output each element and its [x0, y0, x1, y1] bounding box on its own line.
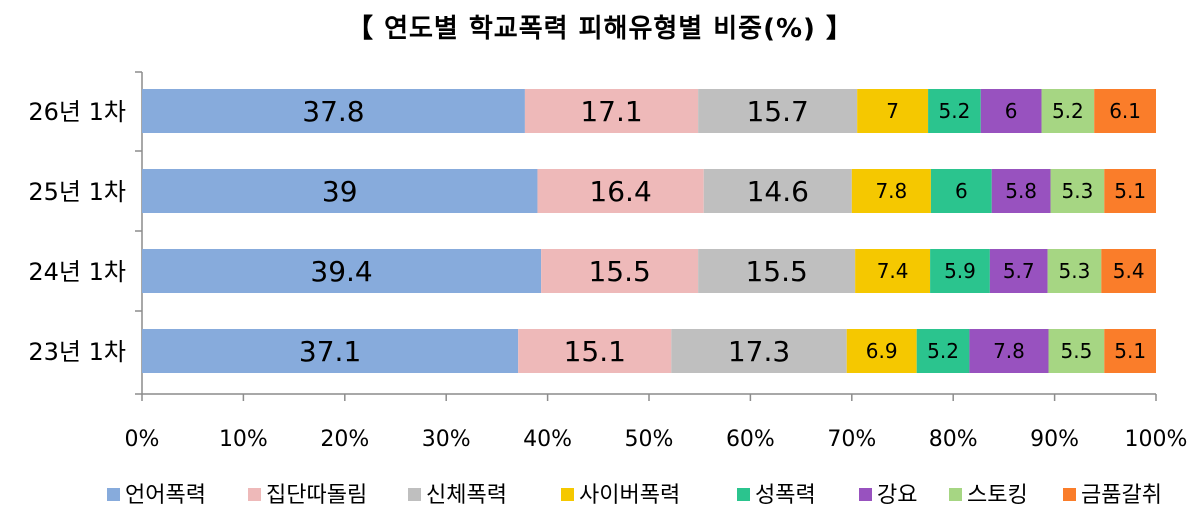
data-label: 5.2 — [939, 99, 971, 123]
x-tick-label: 100% — [1125, 427, 1188, 452]
legend-label: 언어폭력 — [125, 483, 206, 508]
data-label: 37.8 — [302, 95, 364, 128]
legend-label: 성폭력 — [755, 483, 816, 508]
data-label: 37.1 — [299, 335, 361, 368]
bar-segment — [1048, 329, 1105, 373]
x-tick-label: 20% — [320, 427, 369, 452]
legend-swatch — [949, 488, 962, 501]
bar-segment — [698, 89, 858, 133]
data-label: 6.9 — [866, 339, 898, 363]
x-tick-label: 80% — [929, 427, 978, 452]
bar-segment — [1104, 169, 1156, 213]
data-label: 7 — [886, 99, 899, 123]
data-label: 15.5 — [745, 255, 807, 288]
legend-swatch — [737, 488, 750, 501]
legend-swatch — [107, 488, 120, 501]
bar-segment — [916, 329, 970, 373]
data-label: 5.9 — [944, 259, 976, 283]
bar-segment — [1041, 89, 1095, 133]
legend-swatch — [561, 488, 574, 501]
x-tick-label: 10% — [219, 427, 268, 452]
chart-title: 【 연도별 학교폭력 피해유형별 비중(%) 】 — [347, 14, 853, 44]
bar-segment — [1050, 169, 1105, 213]
bar-segment — [969, 329, 1049, 373]
bar-segment — [928, 89, 981, 133]
bar-segment — [537, 169, 704, 213]
bar-segment — [518, 329, 672, 373]
data-label: 6.1 — [1109, 99, 1141, 123]
data-label: 39 — [322, 175, 358, 208]
legend-label: 금품갈취 — [1081, 483, 1162, 508]
bar-segment — [703, 169, 852, 213]
data-label: 5.8 — [1005, 179, 1037, 203]
data-label: 7.4 — [877, 259, 909, 283]
x-tick-label: 0% — [125, 427, 160, 452]
bar-segment — [142, 169, 538, 213]
category-label: 26년 1차 — [28, 98, 126, 126]
data-label: 15.7 — [746, 95, 808, 128]
legend-swatch — [248, 488, 261, 501]
data-label: 5.5 — [1060, 339, 1092, 363]
data-label: 5.2 — [927, 339, 959, 363]
bar-segment — [989, 249, 1048, 293]
data-label: 15.1 — [564, 335, 626, 368]
bar-segment — [1101, 249, 1156, 293]
data-label: 5.4 — [1113, 259, 1145, 283]
bar-segment — [142, 89, 525, 133]
bar-segment — [851, 169, 931, 213]
x-tick-label: 50% — [625, 427, 674, 452]
bar-segment — [524, 89, 699, 133]
data-label: 6 — [955, 179, 968, 203]
bar-segment — [142, 329, 519, 373]
legend-label: 집단따돌림 — [266, 483, 367, 508]
bar-segment — [930, 169, 992, 213]
x-tick-label: 40% — [523, 427, 572, 452]
bar-segment — [671, 329, 847, 373]
x-tick-label: 60% — [726, 427, 775, 452]
legend-label: 사이버폭력 — [579, 483, 680, 508]
x-tick-label: 30% — [422, 427, 471, 452]
bar-segment — [857, 89, 929, 133]
bar-segment — [1047, 249, 1102, 293]
category-label: 23년 1차 — [28, 338, 126, 366]
category-label: 25년 1차 — [28, 178, 126, 206]
data-label: 5.3 — [1062, 179, 1094, 203]
category-label: 24년 1차 — [28, 258, 126, 286]
data-label: 5.7 — [1003, 259, 1035, 283]
bar-segment — [846, 329, 917, 373]
bar-segment — [930, 249, 990, 293]
data-label: 17.1 — [580, 95, 642, 128]
legend-label: 스토킹 — [967, 483, 1028, 508]
legend-swatch — [859, 488, 872, 501]
bar-segment — [991, 169, 1051, 213]
bar-segment — [541, 249, 699, 293]
bar-segment — [142, 249, 542, 293]
x-tick-label: 70% — [827, 427, 876, 452]
data-label: 39.4 — [310, 255, 372, 288]
legend-swatch — [1063, 488, 1076, 501]
data-label: 5.2 — [1052, 99, 1084, 123]
data-label: 7.8 — [875, 179, 907, 203]
data-label: 5.1 — [1114, 339, 1146, 363]
legend-label: 신체폭력 — [426, 483, 507, 508]
bar-segment — [855, 249, 931, 293]
data-label: 6 — [1005, 99, 1018, 123]
data-label: 17.3 — [728, 335, 790, 368]
data-label: 5.3 — [1059, 259, 1091, 283]
bar-segment — [1104, 329, 1156, 373]
bar-segment — [1094, 89, 1156, 133]
data-label: 16.4 — [589, 175, 651, 208]
bar-segment — [980, 89, 1042, 133]
data-label: 7.8 — [993, 339, 1025, 363]
legend-label: 강요 — [877, 483, 917, 508]
data-label: 14.6 — [747, 175, 809, 208]
legend-swatch — [408, 488, 421, 501]
data-label: 5.1 — [1114, 179, 1146, 203]
data-label: 15.5 — [588, 255, 650, 288]
x-tick-label: 90% — [1030, 427, 1079, 452]
bar-segment — [698, 249, 856, 293]
